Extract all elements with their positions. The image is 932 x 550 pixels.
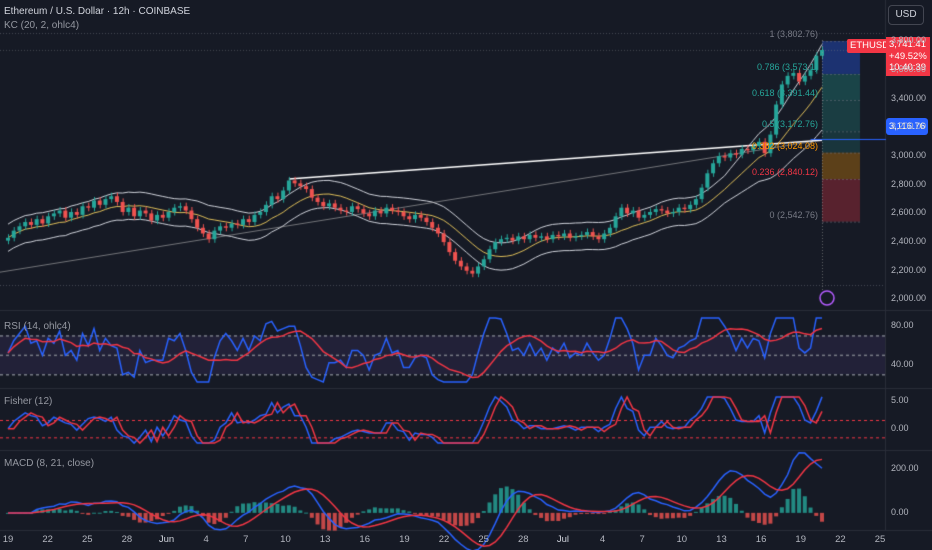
rsi-tick: 40.00 — [891, 358, 914, 369]
fib-level-label: 0 (2,542.76) — [769, 209, 818, 220]
y-axis-tick: 3,600.00 — [891, 64, 927, 75]
fib-level-label: 0.618 (3,391.44) — [751, 88, 818, 98]
macd-tick: 200.00 — [891, 463, 919, 474]
x-axis-tick: 28 — [517, 534, 529, 545]
price-change: +49.52% — [889, 50, 927, 62]
y-axis-tick: 2,600.00 — [891, 207, 927, 218]
fisher-tick: 5.00 — [891, 394, 909, 405]
y-axis-tick: 3,800.00 — [891, 35, 927, 46]
x-axis-tick: 22 — [835, 534, 846, 545]
x-axis-tick: Jul — [556, 534, 569, 545]
fib-level-label: 1 (3,802.76) — [769, 29, 818, 40]
x-axis-tick: 10 — [676, 534, 688, 545]
indicator-label: KC (20, 2, ohlc4) — [4, 20, 80, 31]
crosshair-price-label: 3,116.76 — [886, 118, 928, 135]
x-axis-tick: 16 — [755, 534, 767, 545]
x-axis-tick: 25 — [478, 534, 489, 545]
chart-title: Ethereum / U.S. Dollar · 12h · COINBASE — [4, 6, 191, 17]
rsi-tick: 80.00 — [891, 319, 914, 330]
x-axis-tick: 7 — [639, 534, 645, 545]
x-axis-tick: Jun — [158, 534, 175, 545]
x-axis-tick: 7 — [243, 534, 249, 545]
x-axis-tick: 19 — [795, 534, 807, 545]
x-axis-tick: 13 — [716, 534, 727, 545]
x-axis-tick: 28 — [121, 534, 133, 545]
fisher-pane-label: Fisher (12) — [4, 396, 53, 407]
fib-level-label: 0.382 (3,024.08) — [751, 140, 818, 151]
x-axis-tick: 19 — [2, 534, 14, 545]
x-axis-tick: 19 — [399, 534, 410, 545]
x-axis-tick: 13 — [319, 534, 331, 545]
x-axis-tick: 22 — [438, 534, 450, 545]
x-axis-tick: 10 — [280, 534, 291, 545]
fib-level-label: 0.786 (3,573.1) — [756, 61, 818, 72]
x-axis-tick: 25 — [81, 534, 93, 545]
fisher-tick: 0.00 — [891, 422, 909, 433]
symbol-tag: ETHUSD — [847, 39, 893, 53]
y-axis-tick: 3,400.00 — [891, 92, 927, 103]
rsi-pane-label: RSI (14, ohlc4) — [4, 321, 71, 332]
x-axis-tick: 4 — [203, 534, 209, 545]
y-axis-tick: 2,800.00 — [891, 178, 927, 189]
y-axis-tick: 3,000.00 — [891, 150, 927, 161]
last-price-box: 3,741.41 +49.52% 10:40:39 — [886, 37, 930, 76]
x-axis-tick: 16 — [359, 534, 371, 545]
y-axis-tick: 2,200.00 — [891, 264, 927, 275]
x-axis-tick: 4 — [599, 534, 606, 545]
bar-countdown: 10:40:39 — [889, 62, 926, 73]
y-axis-tick: 2,400.00 — [891, 236, 927, 247]
macd-tick: 0.00 — [891, 506, 909, 517]
y-axis-tick: 3,200.00 — [891, 121, 927, 132]
y-axis-tick: 2,000.00 — [891, 293, 927, 304]
fib-level-label: 0.236 (2,840.12) — [751, 167, 818, 177]
x-axis-tick: 22 — [42, 534, 53, 545]
x-axis-tick: 25 — [874, 534, 886, 545]
currency-button[interactable]: USD — [888, 5, 924, 25]
last-price: 3,741.41 — [889, 39, 926, 50]
macd-pane-label: MACD (8, 21, close) — [4, 458, 95, 469]
fib-level-label: 0.5 (3,172.76) — [761, 119, 818, 130]
